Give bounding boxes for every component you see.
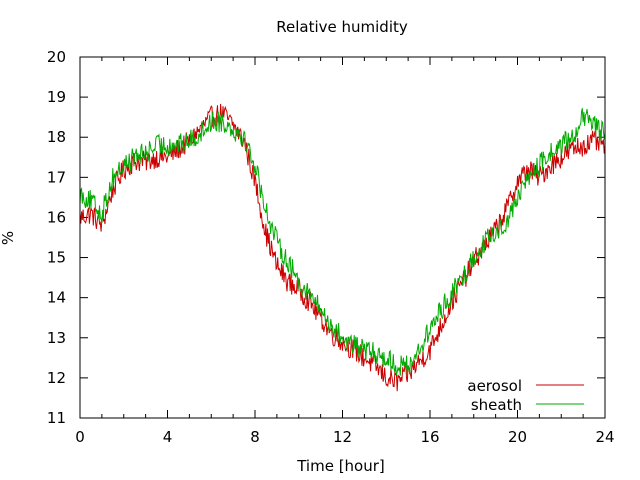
y-tick-label: 14 bbox=[47, 289, 66, 307]
y-tick-label: 15 bbox=[47, 249, 66, 267]
x-tick-label: 8 bbox=[250, 428, 260, 446]
x-axis-label: Time [hour] bbox=[296, 457, 385, 475]
legend-label-sheath: sheath bbox=[471, 396, 522, 414]
series-lines bbox=[79, 103, 606, 392]
x-tick-label: 20 bbox=[508, 428, 527, 446]
axis-ticks: 11 12 13 14 15 16 17 18 19 20 0 4 8 12 16 20 24 bbox=[47, 48, 615, 446]
x-tick-label: 16 bbox=[420, 428, 439, 446]
x-tick-label: 24 bbox=[595, 428, 614, 446]
x-tick-label: 4 bbox=[163, 428, 173, 446]
y-axis-label: % bbox=[0, 231, 17, 245]
y-tick-label: 12 bbox=[47, 369, 66, 387]
y-tick-label: 11 bbox=[47, 409, 66, 427]
y-tick-label: 13 bbox=[47, 329, 66, 347]
y-tick-label: 19 bbox=[47, 88, 66, 106]
legend: aerosol sheath bbox=[467, 377, 584, 414]
series-line-aerosol bbox=[79, 103, 606, 392]
x-tick-label: 12 bbox=[333, 428, 352, 446]
legend-label-aerosol: aerosol bbox=[467, 377, 522, 395]
chart-title: Relative humidity bbox=[276, 18, 408, 36]
y-tick-label: 18 bbox=[47, 128, 66, 146]
x-tick-label: 0 bbox=[75, 428, 85, 446]
plot-frame bbox=[79, 56, 606, 419]
y-tick-label: 17 bbox=[47, 168, 66, 186]
y-tick-label: 16 bbox=[47, 208, 66, 226]
series-line-sheath bbox=[79, 108, 606, 376]
y-tick-label: 20 bbox=[47, 48, 66, 66]
